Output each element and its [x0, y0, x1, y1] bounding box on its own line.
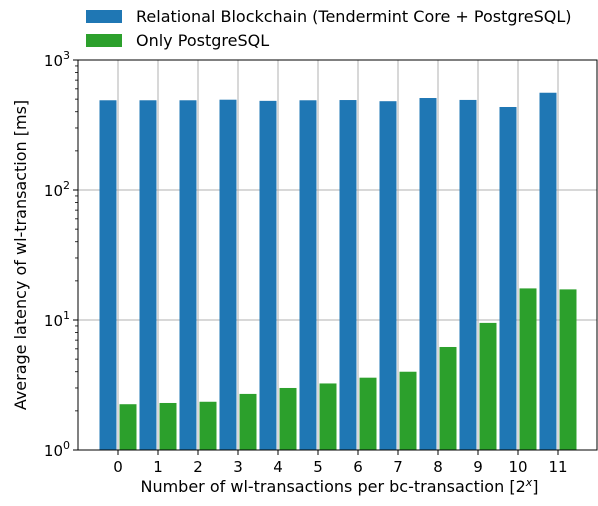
bar-postgresql-8 [439, 346, 457, 450]
y-tick-label: 100 [44, 439, 70, 460]
bar-postgresql-0 [119, 404, 137, 450]
bar-blockchain-6 [339, 100, 357, 450]
bar-postgresql-2 [199, 401, 217, 450]
x-tick-label: 11 [548, 458, 567, 476]
bar-postgresql-3 [239, 393, 257, 450]
bar-blockchain-4 [259, 100, 277, 450]
bar-postgresql-7 [399, 371, 417, 450]
x-tick-label: 6 [353, 458, 363, 476]
bar-postgresql-6 [359, 377, 377, 450]
legend-label: Relational Blockchain (Tendermint Core +… [136, 7, 572, 26]
x-tick-label: 4 [273, 458, 283, 476]
bar-postgresql-10 [519, 288, 537, 450]
legend-swatch [86, 10, 122, 23]
y-axis-label: Average latency of wl-transaction [ms] [11, 100, 30, 410]
bar-blockchain-3 [219, 99, 237, 450]
bar-postgresql-1 [159, 402, 177, 450]
bar-blockchain-2 [179, 100, 197, 451]
legend: Relational Blockchain (Tendermint Core +… [86, 7, 572, 50]
x-tick-label: 3 [233, 458, 243, 476]
legend-swatch [86, 34, 122, 47]
x-tick-label: 7 [393, 458, 403, 476]
bar-postgresql-9 [479, 322, 497, 450]
y-axis: 100 101 102 103 [44, 49, 78, 460]
legend-label: Only PostgreSQL [136, 31, 269, 50]
x-tick-label: 2 [193, 458, 203, 476]
bar-blockchain-1 [139, 100, 157, 451]
bar-postgresql-4 [279, 387, 297, 450]
bar-postgresql-11 [559, 289, 577, 450]
bar-blockchain-11 [539, 92, 557, 450]
bar-blockchain-5 [299, 100, 317, 451]
x-tick-label: 1 [153, 458, 163, 476]
x-axis: 0 1 2 3 4 5 6 7 8 9 10 11 [113, 450, 568, 476]
bars [99, 92, 577, 451]
bar-blockchain-10 [499, 106, 517, 450]
bar-postgresql-5 [319, 383, 337, 450]
x-tick-label: 10 [508, 458, 527, 476]
bar-blockchain-7 [379, 101, 397, 450]
x-tick-label: 5 [313, 458, 323, 476]
bar-blockchain-0 [99, 100, 117, 451]
x-tick-label: 9 [473, 458, 483, 476]
y-tick-label: 103 [44, 49, 70, 70]
y-tick-label: 101 [44, 309, 70, 330]
x-axis-label: Number of wl-transactions per bc-transac… [140, 476, 538, 496]
bar-blockchain-9 [459, 99, 477, 450]
x-tick-label: 0 [113, 458, 123, 476]
y-tick-label: 102 [44, 179, 70, 200]
x-tick-label: 8 [433, 458, 443, 476]
bar-blockchain-8 [419, 98, 437, 451]
plot-frame [77, 59, 598, 451]
